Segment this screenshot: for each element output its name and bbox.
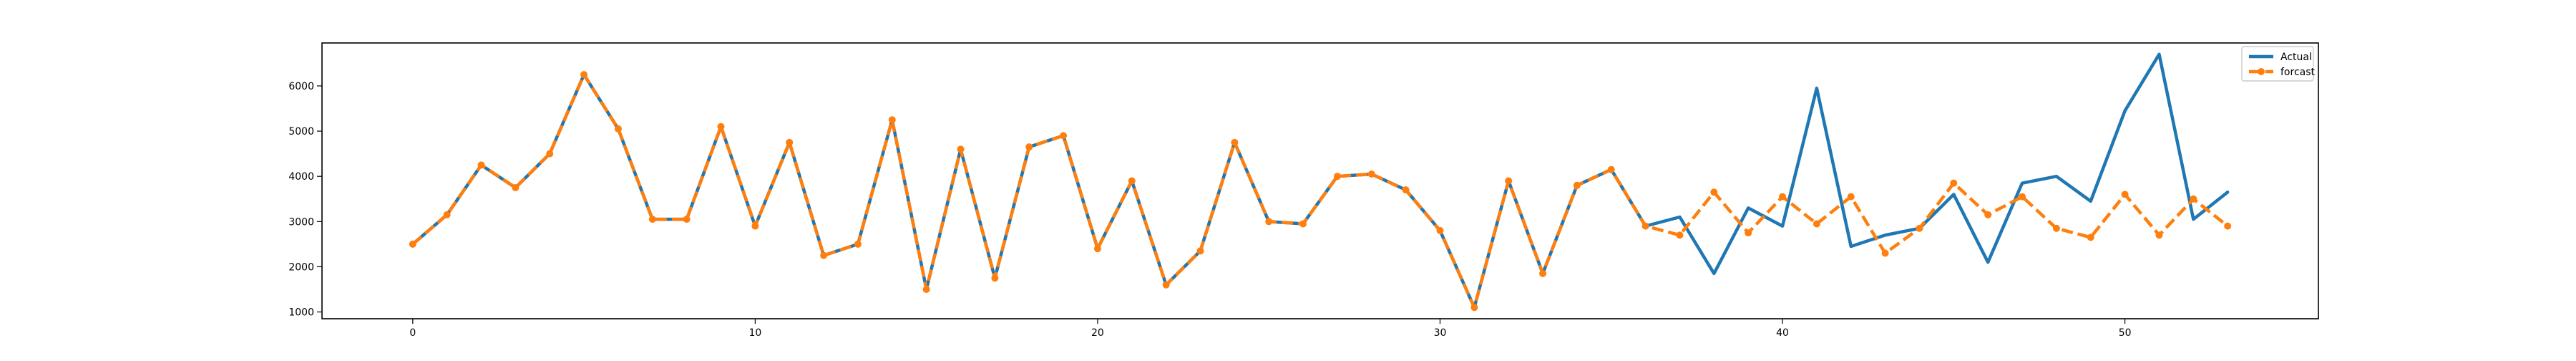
data-point-forcast [888,116,896,124]
data-point-forcast [1539,269,1547,277]
data-point-forcast [1779,193,1787,201]
data-point-forcast [1813,220,1820,228]
data-point-forcast [1231,138,1239,146]
y-tick-label: 4000 [288,171,314,183]
data-point-forcast [1710,188,1718,196]
data-point-forcast [614,125,622,133]
data-point-forcast [648,216,656,223]
data-point-forcast [1367,170,1375,178]
data-point-forcast [2087,234,2094,241]
x-tick-label: 30 [1434,327,1447,339]
data-point-forcast [1505,177,1513,185]
data-point-forcast [443,211,451,218]
data-point-forcast [2052,224,2060,232]
legend: Actual forcast [2241,46,2316,82]
data-point-forcast [1847,193,1855,201]
legend-label-forcast: forcast [2280,67,2316,78]
y-tick-label: 5000 [288,126,314,138]
y-axis: 1000 2000 3000 4000 5000 6000 [288,81,322,319]
plot-area-frame [321,42,2319,319]
data-point-forcast [683,216,691,223]
data-point-forcast [1196,247,1204,255]
data-point-forcast [512,183,519,191]
data-point-forcast [1060,132,1068,140]
y-tick-label: 3000 [288,216,314,228]
data-point-forcast [717,122,725,130]
data-point-forcast [1676,231,1684,239]
data-point-forcast [1950,179,1958,187]
data-point-forcast [1436,226,1444,234]
x-tick-label: 40 [1776,327,1789,339]
data-point-forcast [1333,173,1341,180]
data-point-forcast [1299,220,1307,228]
data-point-forcast [854,240,862,248]
data-point-forcast [2121,191,2129,198]
data-point-forcast [1025,143,1033,151]
data-point-forcast [1402,186,1410,194]
y-tick-label: 1000 [288,307,314,319]
data-point-forcast [1265,218,1273,226]
data-point-forcast [820,251,828,259]
data-point-forcast [2190,195,2197,203]
data-point-forcast [2019,193,2026,201]
data-point-forcast [1984,211,1992,218]
series-line-forcast [411,72,2229,309]
legend-marker-forcast [2258,68,2265,75]
data-point-forcast [751,222,759,230]
series-layer [409,52,2232,312]
data-point-forcast [1573,181,1581,189]
data-point-forcast [1470,304,1478,312]
data-point-forcast [1916,224,1923,232]
data-point-forcast [1162,281,1170,289]
y-tick-label: 6000 [288,81,314,92]
x-axis: 0 10 20 30 40 50 [409,319,2132,339]
data-point-forcast [409,240,416,248]
x-tick-label: 20 [1091,327,1104,339]
data-point-forcast [786,138,794,146]
x-tick-label: 0 [409,327,416,339]
data-point-forcast [1641,222,1649,230]
y-tick-label: 2000 [288,261,314,273]
data-point-forcast [1745,229,1752,237]
data-point-forcast [957,145,965,153]
data-point-forcast [580,71,588,79]
x-tick-label: 10 [748,327,761,339]
data-point-forcast [2155,231,2163,239]
data-point-forcast [1128,177,1136,185]
data-point-forcast [546,150,554,158]
data-point-forcast [477,161,485,169]
legend-label-actual: Actual [2280,52,2312,63]
data-point-forcast [2224,222,2232,230]
x-tick-label: 50 [2119,327,2132,339]
data-point-forcast [1881,249,1889,257]
data-point-forcast [1607,165,1615,173]
data-point-forcast [1093,245,1101,253]
data-point-forcast [922,285,930,293]
data-point-forcast [991,274,999,282]
